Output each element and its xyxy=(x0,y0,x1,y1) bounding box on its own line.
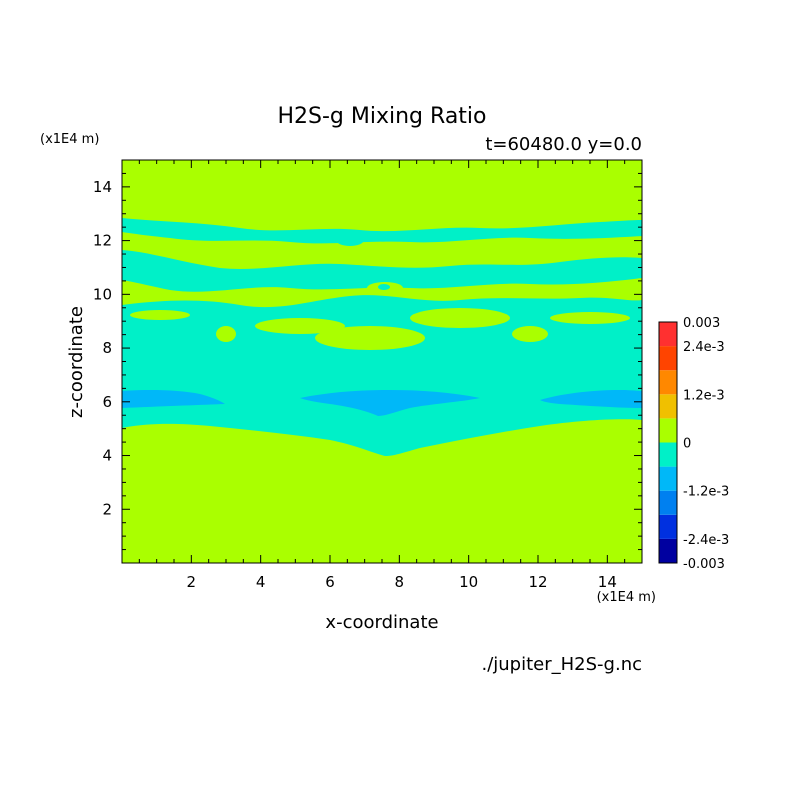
chart-title: H2S-g Mixing Ratio xyxy=(277,104,486,129)
chart-subtitle: t=60480.0 y=0.0 xyxy=(485,134,642,155)
y-axis-label: z-coordinate xyxy=(66,306,87,418)
negative-region-top xyxy=(122,218,642,244)
x-unit-label: (x1E4 m) xyxy=(597,590,656,605)
contour-plot-area xyxy=(121,159,643,564)
colorbar-tick-label: 1.2e-3 xyxy=(683,388,725,403)
y-tick-label: 6 xyxy=(102,393,112,411)
y-tick-label: 8 xyxy=(102,339,112,357)
source-file: ./jupiter_H2S-g.nc xyxy=(481,654,642,675)
y-unit-label: (x1E4 m) xyxy=(40,132,99,147)
colorbar-swatch xyxy=(659,442,677,467)
y-tick-label: 12 xyxy=(93,232,112,250)
x-tick-label: 14 xyxy=(598,573,617,591)
colorbar-swatch xyxy=(659,466,677,491)
x-tick-label: 4 xyxy=(256,573,266,591)
x-axis-label: x-coordinate xyxy=(325,612,438,633)
negative-region-upper xyxy=(122,250,642,292)
positive-island xyxy=(130,310,190,320)
x-tick-label: 2 xyxy=(187,573,197,591)
colorbar-swatch xyxy=(659,490,677,515)
colorbar-frame xyxy=(658,321,678,564)
deep-negative-left xyxy=(122,390,225,408)
positive-island xyxy=(550,312,630,324)
colorbar-tick-label: 0.003 xyxy=(683,316,720,331)
deep-negative-right xyxy=(540,390,642,408)
colorbar-tick-label: 2.4e-3 xyxy=(683,340,725,355)
y-tick-label: 10 xyxy=(93,285,112,303)
x-tick-label: 6 xyxy=(325,573,335,591)
colorbar: 0.003 2.4e-3 1.2e-3 0 -1.2e-3 -2.4e-3 -0.003 xyxy=(658,316,729,572)
deep-negative-center xyxy=(300,390,480,416)
x-tick-label: 12 xyxy=(528,573,547,591)
x-tick-label: 10 xyxy=(459,573,478,591)
colorbar-swatch xyxy=(659,346,677,371)
x-axis: 2 4 6 8 10 12 14 xyxy=(138,160,626,591)
y-tick-label: 14 xyxy=(93,178,112,196)
colorbar-swatch xyxy=(659,394,677,419)
y-tick-label: 4 xyxy=(102,447,112,465)
positive-island xyxy=(315,326,425,350)
negative-region-main xyxy=(122,295,642,456)
positive-island xyxy=(410,308,510,328)
colorbar-tick-label: 0 xyxy=(683,437,691,452)
colorbar-swatch xyxy=(659,370,677,395)
colorbar-tick-label: -2.4e-3 xyxy=(683,533,729,548)
negative-blob xyxy=(336,234,364,246)
colorbar-tick-label: -0.003 xyxy=(683,557,725,572)
negative-blob xyxy=(378,284,390,290)
x-tick-label: 8 xyxy=(395,573,405,591)
y-axis: 2 4 6 8 10 12 14 xyxy=(93,172,642,551)
colorbar-swatch xyxy=(659,322,677,347)
positive-island xyxy=(512,326,548,342)
colorbar-swatch xyxy=(659,514,677,539)
colorbar-swatch xyxy=(659,418,677,443)
colorbar-tick-label: -1.2e-3 xyxy=(683,485,729,500)
y-tick-label: 2 xyxy=(102,500,112,518)
positive-island xyxy=(216,326,236,342)
colorbar-swatch xyxy=(659,538,677,563)
positive-island xyxy=(255,318,345,334)
